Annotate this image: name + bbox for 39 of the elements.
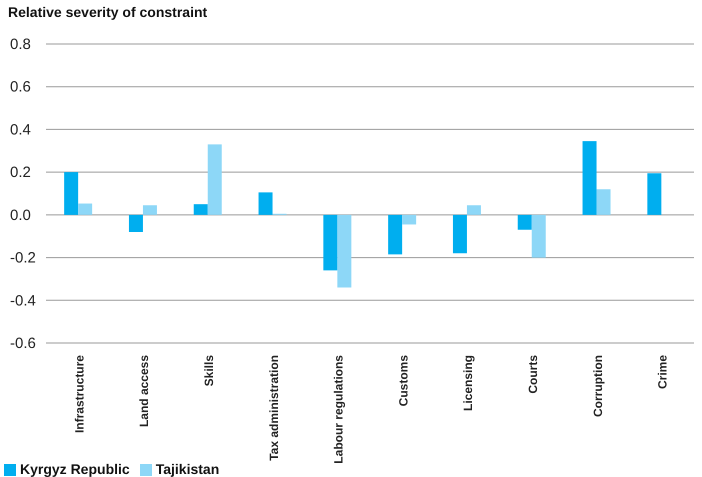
x-tick-label: Licensing: [461, 355, 476, 412]
bar: [582, 141, 597, 215]
bar: [64, 172, 78, 215]
bar: [323, 214, 338, 270]
legend-label: Kyrgyz Republic: [20, 461, 130, 477]
x-tick-label: Tax administration: [266, 355, 281, 461]
y-tick-label: 0.6: [10, 78, 31, 96]
y-tick-label: -0.4: [10, 292, 36, 310]
x-tick-label: Corruption: [590, 355, 605, 417]
bar: [258, 192, 273, 215]
bar: [452, 214, 467, 254]
x-tick-label: Land access: [137, 354, 152, 428]
bar: [532, 214, 546, 258]
bar: [647, 173, 662, 215]
y-tick-label: 0.8: [10, 36, 31, 53]
legend-label: Tajikistan: [156, 461, 220, 477]
x-tick-label: Labour regulations: [332, 354, 346, 464]
bar: [142, 205, 157, 215]
bar: [596, 189, 611, 215]
x-tick-label: Customs: [396, 354, 410, 406]
bar: [402, 214, 416, 224]
bar: [128, 214, 143, 232]
x-tick-label: Courts: [526, 354, 540, 394]
x-tick-label: Crime: [656, 354, 670, 390]
bar: [388, 214, 402, 254]
y-tick-label: -0.2: [10, 250, 36, 267]
x-tick-label: Infrastructure: [72, 354, 86, 434]
bar: [337, 214, 352, 288]
bar: [194, 204, 208, 215]
bar: [466, 205, 481, 215]
x-tick-label: Skills: [202, 354, 216, 386]
y-tick-label: 0.4: [10, 121, 31, 138]
y-tick-label: 0.0: [10, 206, 31, 224]
y-tick-label: 0.2: [10, 164, 31, 182]
bar: [518, 214, 532, 230]
bar: [208, 144, 222, 215]
chart-title: Relative severity of constraint: [8, 4, 208, 22]
y-tick-label: -0.6: [10, 335, 36, 352]
bar: [78, 204, 92, 215]
